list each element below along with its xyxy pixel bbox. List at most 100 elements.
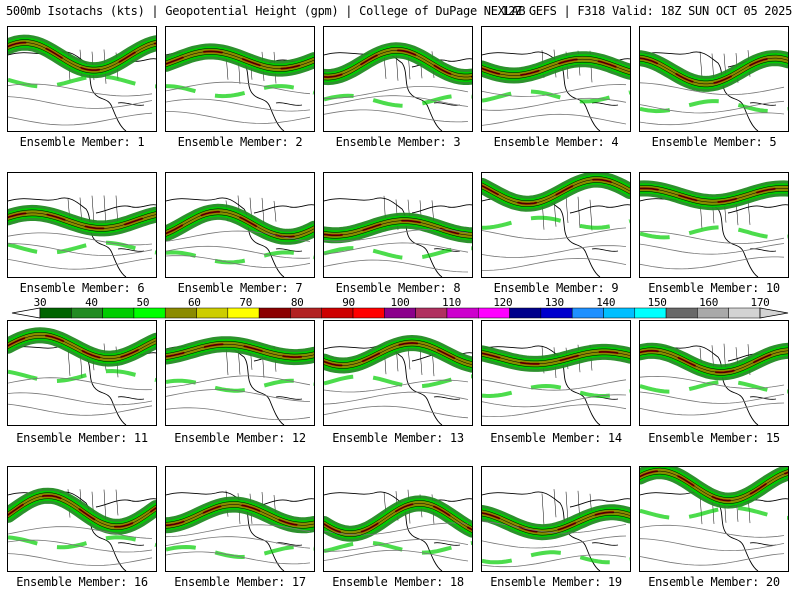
ensemble-member-label: Ensemble Member: 8 — [335, 281, 461, 295]
colorbar-swatch — [227, 307, 260, 319]
ensemble-member-label: Ensemble Member: 9 — [493, 281, 619, 295]
map-graphic — [8, 487, 156, 571]
colorbar-swatch — [352, 307, 385, 319]
colorbar-swatch — [71, 307, 103, 319]
colorbar-swatches — [11, 307, 789, 319]
colorbar-swatch — [728, 307, 761, 319]
ensemble-member-label: Ensemble Member: 18 — [332, 575, 464, 589]
ensemble-member-map — [323, 26, 473, 132]
colorbar-tick-label: 30 — [33, 296, 47, 309]
colorbar-tick-label: 160 — [699, 296, 719, 309]
ensemble-member-map — [323, 172, 473, 278]
colorbar-tick-label: 150 — [647, 296, 667, 309]
colorbar-left-arrow — [11, 307, 41, 319]
colorbar-swatch — [665, 307, 698, 319]
map-graphic — [324, 42, 472, 131]
map-graphic — [640, 50, 788, 131]
ensemble-member-label: Ensemble Member: 4 — [493, 135, 619, 149]
map-graphic — [166, 43, 314, 131]
ensemble-member-map — [165, 466, 315, 572]
map-graphic — [8, 34, 156, 131]
colorbar-tick-label: 40 — [85, 296, 98, 309]
colorbar-tick-label: 140 — [596, 296, 616, 309]
colorbar-swatch — [321, 307, 354, 319]
ensemble-member-map — [481, 320, 631, 426]
ensemble-member-label: Ensemble Member: 6 — [19, 281, 145, 295]
colorbar-swatch — [102, 307, 135, 319]
ensemble-member-map — [165, 172, 315, 278]
ensemble-member-label: Ensemble Member: 17 — [174, 575, 306, 589]
map-graphic — [8, 327, 156, 425]
ensemble-member-label: Ensemble Member: 7 — [177, 281, 303, 295]
ensemble-member-map — [481, 26, 631, 132]
ensemble-member-map — [165, 320, 315, 426]
colorbar-swatch — [509, 307, 542, 319]
colorbar-swatch — [571, 307, 604, 319]
ensemble-member-label: Ensemble Member: 13 — [332, 431, 464, 445]
ensemble-member-map — [7, 172, 157, 278]
colorbar-tick-label: 70 — [239, 296, 253, 309]
ensemble-member-map — [639, 466, 789, 572]
colorbar-tick-label: 110 — [441, 296, 461, 309]
colorbar-swatch — [133, 307, 166, 319]
model-run-info: 12Z GEFS | F318 Valid: 18Z SUN OCT 05 20… — [501, 4, 792, 18]
ensemble-member-map — [639, 172, 789, 278]
map-graphic — [166, 336, 314, 425]
colorbar-right-arrow — [759, 307, 789, 319]
colorbar-tick-label: 120 — [493, 296, 513, 309]
ensemble-member-map — [7, 320, 157, 426]
isotach-colorbar: 30 40 50 60 70 80 90 100 110 120 130 140 150 160 170 — [0, 296, 800, 320]
map-graphic — [324, 195, 472, 277]
map-graphic — [166, 195, 314, 277]
ensemble-member-map — [481, 466, 631, 572]
ensemble-member-label: Ensemble Member: 11 — [16, 431, 148, 445]
colorbar-swatch — [196, 307, 229, 319]
ensemble-member-label: Ensemble Member: 12 — [174, 431, 306, 445]
ensemble-member-label: Ensemble Member: 14 — [490, 431, 622, 445]
colorbar-swatch — [415, 307, 448, 319]
ensemble-member-label: Ensemble Member: 20 — [648, 575, 780, 589]
map-graphic — [482, 343, 630, 425]
colorbar-swatch — [634, 307, 667, 319]
map-graphic — [640, 342, 788, 425]
ensemble-member-map — [323, 466, 473, 572]
colorbar-swatch — [697, 307, 729, 319]
colorbar-swatch — [39, 307, 72, 319]
colorbar-swatch — [384, 307, 416, 319]
ensemble-member-map — [7, 26, 157, 132]
map-graphic — [166, 490, 314, 571]
map-graphic — [324, 334, 472, 425]
colorbar-tick-label: 170 — [750, 296, 770, 309]
map-graphic — [482, 49, 630, 131]
map-graphic — [324, 489, 472, 571]
colorbar-tick-labels: 30 40 50 60 70 80 90 100 110 120 130 140 150 160 170 — [0, 296, 800, 309]
ensemble-member-label: Ensemble Member: 2 — [177, 135, 303, 149]
map-title: 500mb Isotachs (kts) | Geopotential Heig… — [6, 4, 526, 18]
ensemble-member-map — [639, 320, 789, 426]
map-graphic — [482, 173, 630, 277]
colorbar-swatch — [446, 307, 479, 319]
ensemble-member-label: Ensemble Member: 3 — [335, 135, 461, 149]
ensemble-member-label: Ensemble Member: 5 — [651, 135, 777, 149]
ensemble-member-map — [7, 466, 157, 572]
ensemble-member-map — [481, 172, 631, 278]
ensemble-member-label: Ensemble Member: 1 — [19, 135, 145, 149]
ensemble-member-label: Ensemble Member: 15 — [648, 431, 780, 445]
colorbar-swatch — [478, 307, 510, 319]
ensemble-member-map — [639, 26, 789, 132]
colorbar-tick-label: 60 — [187, 296, 201, 309]
ensemble-member-map — [323, 320, 473, 426]
map-graphic — [640, 467, 788, 571]
colorbar-tick-label: 100 — [390, 296, 410, 309]
colorbar-tick-label: 130 — [544, 296, 564, 309]
colorbar-swatch — [603, 307, 636, 319]
colorbar-tick-label: 50 — [136, 296, 150, 309]
colorbar-swatch — [164, 307, 197, 319]
colorbar-tick-label: 80 — [290, 296, 304, 309]
colorbar-swatch — [540, 307, 573, 319]
map-graphic — [8, 195, 156, 277]
ensemble-member-label: Ensemble Member: 16 — [16, 575, 148, 589]
colorbar-swatch — [258, 307, 291, 319]
ensemble-member-label: Ensemble Member: 19 — [490, 575, 622, 589]
ensemble-member-label: Ensemble Member: 10 — [648, 281, 780, 295]
